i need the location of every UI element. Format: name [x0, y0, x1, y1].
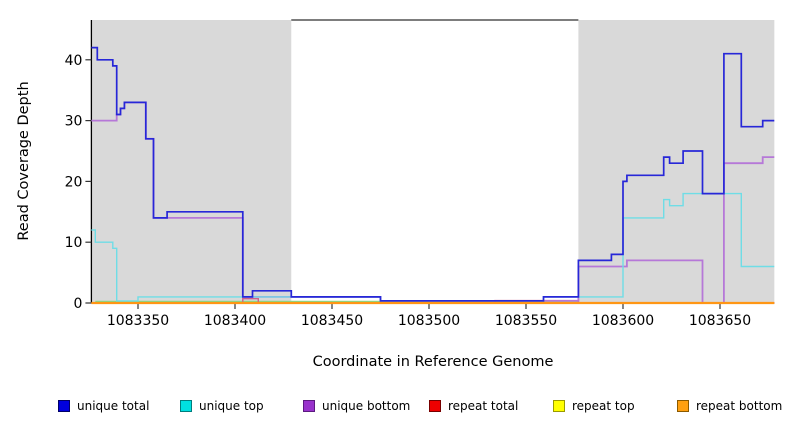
- legend-item-unique-top: unique top: [180, 399, 264, 413]
- legend-label: repeat bottom: [696, 399, 783, 413]
- x-tick-label: 1083350: [107, 313, 169, 329]
- y-axis-title: Read Coverage Depth: [16, 81, 32, 241]
- y-tick-label: 10: [65, 235, 83, 251]
- legend-swatch-icon: [58, 400, 70, 412]
- x-tick-label: 1083500: [398, 313, 460, 329]
- x-tick-label: 1083600: [592, 313, 654, 329]
- legend-label: repeat total: [448, 399, 519, 413]
- series-line-unique-total: [91, 46, 775, 302]
- legend-item-repeat-top: repeat top: [553, 399, 635, 413]
- legend-label: unique top: [199, 399, 264, 413]
- legend: unique total unique top unique bottom repea…: [0, 399, 792, 419]
- legend-item-repeat-bottom: repeat bottom: [677, 399, 782, 413]
- y-tick-label: 40: [65, 53, 83, 69]
- y-tick-label: 20: [65, 174, 83, 190]
- legend-swatch-icon: [303, 400, 315, 412]
- legend-swatch-icon: [677, 400, 689, 412]
- x-tick-label: 1083650: [689, 313, 751, 329]
- legend-item-unique-total: unique total: [58, 399, 149, 413]
- x-axis-title: Coordinate in Reference Genome: [312, 354, 554, 370]
- legend-label: unique bottom: [322, 399, 411, 413]
- shaded-region: [91, 20, 292, 303]
- legend-label: repeat top: [572, 399, 635, 413]
- x-tick-label: 1083450: [301, 313, 363, 329]
- legend-swatch-icon: [429, 400, 441, 412]
- x-tick-label: 1083550: [495, 313, 557, 329]
- legend-item-unique-bottom: unique bottom: [303, 399, 410, 413]
- legend-label: unique total: [77, 399, 150, 413]
- legend-swatch-icon: [180, 400, 192, 412]
- x-tick-label: 1083400: [204, 313, 266, 329]
- legend-swatch-icon: [553, 400, 565, 412]
- y-tick-label: 0: [73, 296, 82, 312]
- y-tick-label: 30: [65, 114, 83, 130]
- legend-item-repeat-total: repeat total: [429, 399, 518, 413]
